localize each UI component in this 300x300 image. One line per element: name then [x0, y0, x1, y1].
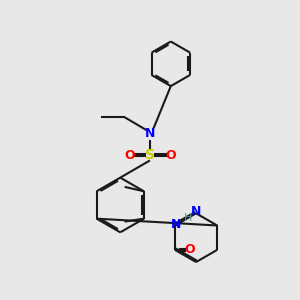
Text: O: O	[124, 148, 135, 162]
Text: O: O	[165, 148, 175, 162]
Text: S: S	[145, 148, 155, 162]
Text: O: O	[184, 243, 195, 256]
Text: N: N	[191, 205, 201, 218]
Text: N: N	[145, 127, 155, 140]
Text: N: N	[171, 218, 182, 230]
Text: H: H	[184, 213, 193, 223]
